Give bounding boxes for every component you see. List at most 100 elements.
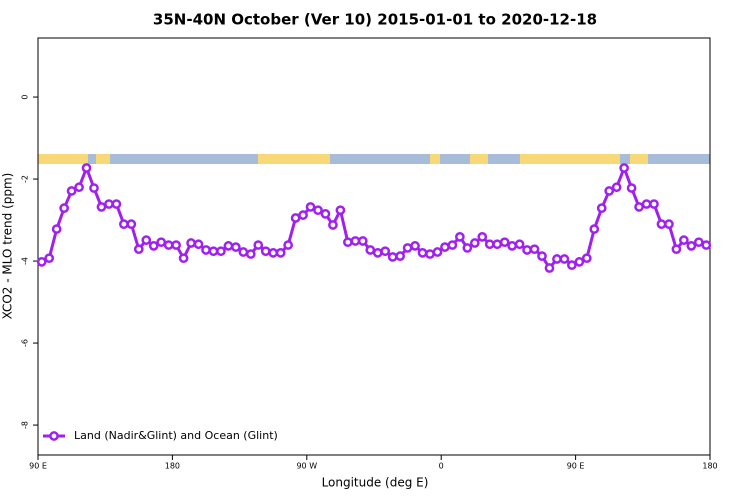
- data-point: [410, 241, 420, 251]
- data-point: [193, 239, 204, 250]
- data-point: [656, 219, 667, 230]
- data-point: [589, 224, 600, 234]
- data-point: [156, 237, 167, 248]
- data-point: [305, 202, 316, 212]
- data-point: [96, 202, 107, 212]
- data-point: [313, 205, 323, 216]
- y-tick-label: -4: [21, 257, 30, 265]
- y-tick-label: -6: [21, 339, 30, 347]
- data-point: [59, 203, 69, 214]
- data-point: [380, 246, 391, 257]
- data-point: [596, 203, 607, 214]
- data-point: [559, 254, 570, 264]
- x-tick-label: 90 E: [567, 462, 585, 471]
- data-point: [619, 163, 629, 173]
- data-point: [626, 183, 637, 193]
- y-tick-label: -2: [21, 175, 30, 183]
- data-point: [649, 199, 659, 209]
- data-point: [208, 246, 219, 257]
- data-point: [574, 257, 585, 267]
- y-tick-label: -8: [21, 421, 30, 429]
- data-point: [148, 241, 159, 251]
- y-axis-label: XCO2 - MLO trend (ppm): [1, 173, 15, 320]
- data-point: [141, 235, 152, 245]
- data-point: [634, 202, 644, 212]
- data-point: [44, 253, 55, 264]
- x-axis-label: Longitude (deg E): [322, 476, 429, 490]
- data-point: [686, 241, 697, 251]
- chart-title: 35N-40N October (Ver 10) 2015-01-01 to 2…: [153, 11, 597, 29]
- data-point: [537, 251, 547, 261]
- data-point: [283, 240, 293, 250]
- data-point: [111, 199, 122, 209]
- data-point: [581, 253, 592, 264]
- data-point: [335, 205, 346, 216]
- data-point: [253, 240, 264, 250]
- data-point: [440, 242, 450, 252]
- data-point: [664, 219, 674, 230]
- data-point: [171, 240, 181, 250]
- data-point: [231, 242, 241, 252]
- data-point: [604, 186, 615, 196]
- data-point: [567, 260, 577, 271]
- data-point: [51, 224, 62, 234]
- data-point: [66, 186, 77, 196]
- x-tick-label: 0: [439, 462, 444, 471]
- data-point: [245, 249, 256, 259]
- land-ocean-strip: [38, 154, 710, 164]
- data-point: [701, 240, 712, 250]
- data-point: [641, 199, 652, 209]
- data-point: [89, 183, 99, 193]
- data-point: [447, 240, 458, 250]
- data-point: [529, 244, 540, 255]
- x-tick-label: 90 W: [296, 462, 317, 471]
- data-point: [365, 245, 376, 255]
- data-point: [320, 209, 331, 219]
- legend-label: Land (Nadir&Glint) and Ocean (Glint): [74, 429, 278, 442]
- data-point: [372, 248, 383, 258]
- data-point: [395, 251, 405, 261]
- data-point: [671, 244, 682, 255]
- data-point: [462, 243, 473, 253]
- data-point: [693, 237, 704, 248]
- data-point: [469, 238, 480, 248]
- data-point: [163, 240, 174, 250]
- data-point: [104, 199, 114, 209]
- data-point: [260, 246, 271, 257]
- data-point: [387, 252, 398, 262]
- data-point: [328, 220, 338, 230]
- data-point: [298, 210, 308, 220]
- data-point: [268, 248, 279, 258]
- data-point: [275, 248, 286, 258]
- data-point: [484, 239, 495, 250]
- data-point: [552, 254, 562, 264]
- legend-marker: [49, 431, 59, 441]
- data-point: [350, 236, 361, 246]
- data-point: [223, 241, 234, 251]
- data-point: [477, 232, 488, 242]
- data-point: [133, 244, 144, 255]
- data-point: [343, 237, 353, 248]
- x-tick-label: 180: [165, 462, 180, 471]
- y-tick-label: 0: [21, 94, 30, 99]
- data-point: [492, 239, 503, 250]
- data-point: [507, 241, 517, 251]
- data-point: [186, 238, 196, 248]
- data-point: [402, 243, 413, 253]
- data-point: [201, 245, 211, 255]
- data-point: [238, 247, 249, 257]
- data-point: [417, 248, 428, 258]
- data-point: [216, 246, 226, 257]
- data-point: [425, 249, 435, 259]
- data-point: [119, 219, 129, 230]
- data-point: [178, 253, 189, 264]
- data-point: [679, 235, 689, 245]
- x-tick-label: 180: [702, 462, 717, 471]
- data-point: [544, 263, 555, 273]
- data-point: [514, 239, 525, 250]
- data-point: [81, 163, 92, 173]
- data-point: [357, 236, 368, 246]
- data-point: [36, 257, 47, 267]
- data-point: [432, 247, 443, 257]
